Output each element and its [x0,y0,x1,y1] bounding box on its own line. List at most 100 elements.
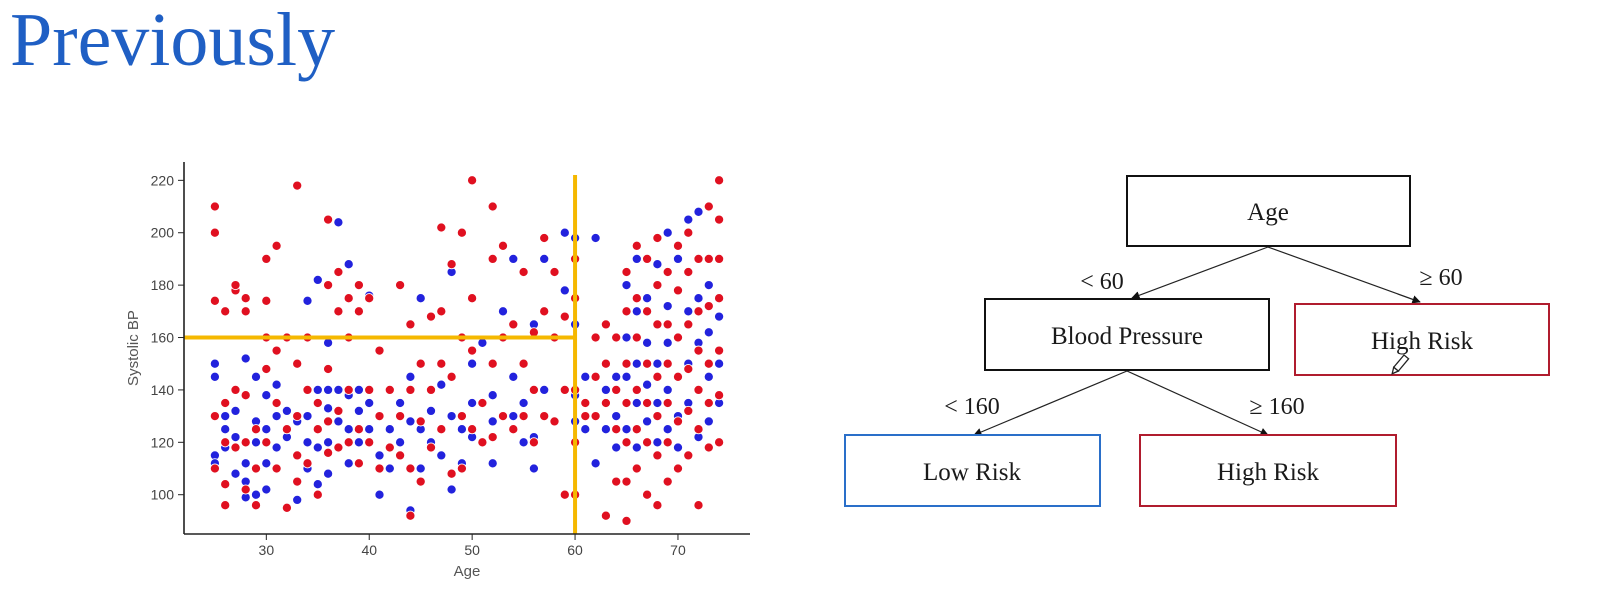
scatter-point [672,240,684,251]
scatter-point [230,405,241,416]
scatter-point [693,253,704,264]
scatter-point [436,379,447,390]
x-tick-labels: 30 40 50 60 70 [259,534,686,558]
scatter-point [209,371,220,382]
scatter-point [240,458,251,469]
scatter-point [436,450,447,461]
scatter-point [590,411,601,422]
scatter-point [497,411,509,422]
scatter-point [333,384,344,395]
scatter-point [477,397,488,409]
scatter-point [292,476,303,487]
scatter-point [456,463,467,474]
scatter-point [261,363,272,375]
scatter-point [343,384,354,395]
scatter-point [693,500,704,511]
x-tick-label: 50 [464,542,480,558]
scatter-point [621,424,632,435]
scatter-point [683,450,694,461]
x-tick-label: 70 [670,542,686,558]
scatter-point [600,358,611,369]
scatter-point [631,253,642,264]
scatter-point [600,319,611,330]
scatter-point [611,442,622,453]
scatter-point [312,479,323,490]
scatter-point [302,411,313,422]
scatter-point [353,437,364,448]
scatter-point [323,468,334,479]
branch-label-ge60: ≥ 60 [1419,265,1462,291]
scatter-point [631,358,642,369]
edge-root-left [1131,246,1269,300]
scatter-point [693,293,704,304]
scatter-point [436,424,447,435]
scatter-point [405,416,416,427]
scatter-point [703,442,714,453]
scatter-point [436,222,447,233]
scatter-point [672,371,684,382]
scatter-point [662,476,673,487]
scatter-point [446,411,457,422]
scatter-point [343,259,354,270]
scatter-point [642,358,653,369]
scatter-point [652,358,663,369]
scatter-point [364,424,375,435]
scatter-point [209,358,220,369]
scatter-point [631,424,642,435]
scatter-point [271,379,282,390]
scatter-point [292,358,303,369]
scatter-point [714,437,725,448]
scatter-point [240,484,251,495]
scatter-point [528,463,539,474]
scatter-point [353,405,364,416]
scatter-point [642,337,653,348]
scatter-point [662,301,673,312]
scatter-point [302,295,313,306]
scatter-point [405,371,416,382]
scatter-point [714,214,725,225]
scatter-point [652,280,663,291]
scatter-point [292,180,303,191]
leaf-low-risk-label: Low Risk [923,459,1021,486]
scatter-point [292,450,303,461]
scatter-point [652,232,663,244]
scatter-point [415,416,426,427]
scatter-point [672,416,684,427]
scatter-point [415,293,426,304]
scatter-point [652,397,663,409]
scatter-point [611,424,622,435]
scatter-point [209,463,220,474]
scatter-point [642,306,653,317]
scatter-point [312,442,323,453]
scatter-point [446,468,457,479]
scatter-point [220,479,231,490]
scatter-point [323,384,334,395]
edge-mid-right [1126,370,1269,436]
scatter-point [467,345,478,356]
scatter-point [312,274,323,285]
scatter-point [415,463,426,474]
scatter-point [395,280,406,291]
branch-label-lt60: < 60 [1080,269,1124,295]
scatter-point [467,358,478,369]
scatter-point [580,397,591,409]
scatter-point [374,450,385,461]
scatter-point [343,424,354,435]
scatter-point [662,424,673,435]
scatter-point [261,458,272,469]
scatter-point [384,424,395,435]
scatter-point [631,332,642,343]
scatter-point [312,424,323,435]
scatter-point [497,306,509,317]
scatter-point [549,416,560,427]
y-tick-labels: 100 120 140 160 180 200 220 [151,172,184,503]
scatter-point [683,319,694,330]
scatter-point [261,295,272,306]
scatter-point [425,384,437,395]
scatter-point [250,371,262,382]
scatter-point [539,411,550,422]
scatter-point [683,227,694,238]
scatter-point [250,437,262,448]
scatter-point [621,515,632,526]
